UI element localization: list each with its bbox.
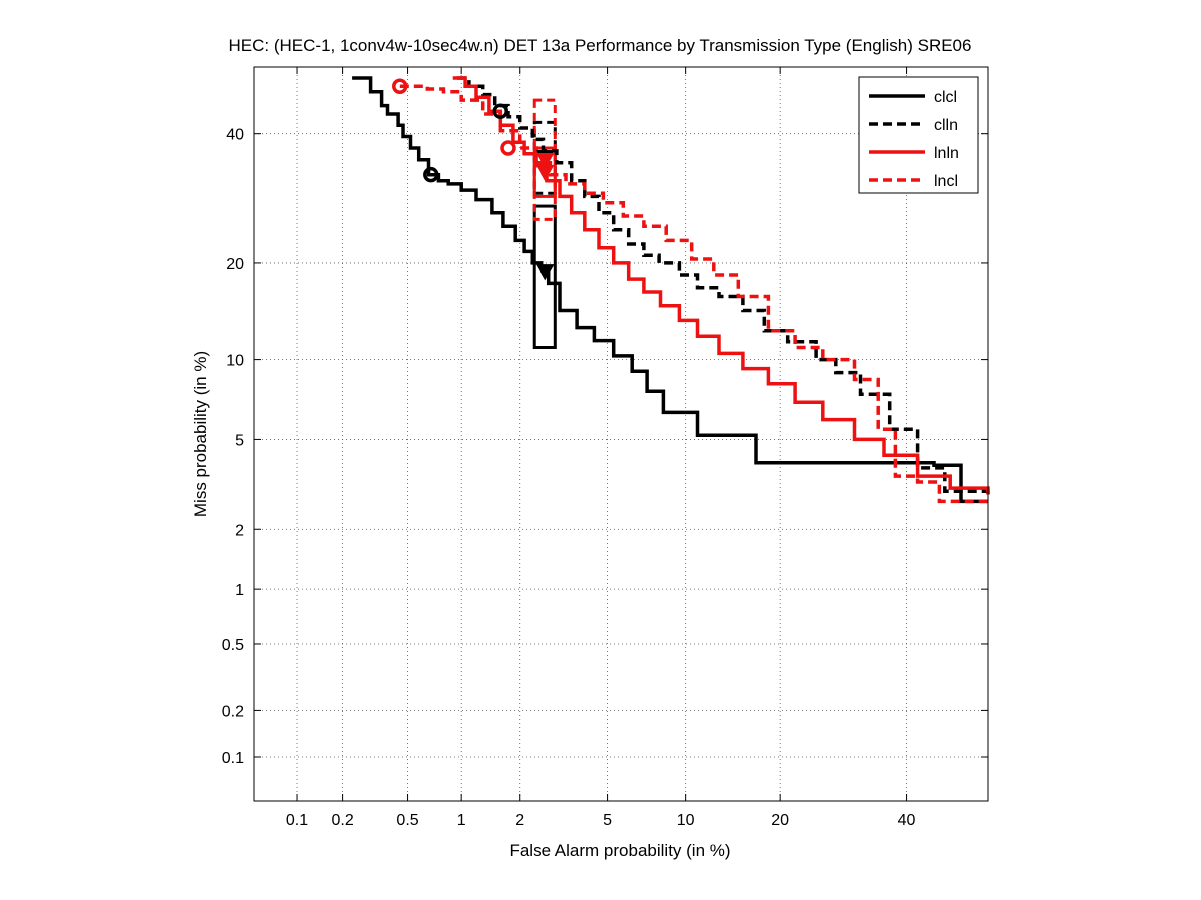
x-tick-label: 0.5 xyxy=(396,812,418,829)
marker-triangle-clcl xyxy=(535,264,555,281)
y-tick-label: 10 xyxy=(226,353,244,370)
confidence-boxes xyxy=(532,98,557,350)
confidence-box-clcl xyxy=(532,204,557,350)
marker-circle-clln xyxy=(492,103,509,119)
series-line-clln xyxy=(457,76,990,498)
chart-title: HEC: (HEC-1, 1conv4w-10sec4w.n) DET 13a … xyxy=(229,36,972,55)
y-tick-label: 40 xyxy=(226,127,244,144)
legend: clcl clln lnln lncl xyxy=(858,76,979,194)
y-axis-label: Miss probability (in %) xyxy=(191,351,210,517)
x-tick-label: 10 xyxy=(677,812,695,829)
y-tick-label: 0.5 xyxy=(222,637,244,654)
legend-label-clln: clln xyxy=(934,117,958,134)
y-tick-label: 20 xyxy=(226,256,244,273)
y-tick-label: 5 xyxy=(235,432,244,449)
marker-triangle-lncl xyxy=(535,152,555,170)
series-line-lncl xyxy=(399,84,988,504)
series-lines xyxy=(352,76,990,504)
y-tick-label: 0.1 xyxy=(222,750,244,767)
y-axis-ticks: 0.1 0.2 0.5 1 2 5 10 20 40 xyxy=(222,127,988,767)
plot-frame xyxy=(253,66,989,802)
marker-circle-lnln xyxy=(500,140,516,156)
x-tick-label: 1 xyxy=(457,812,466,829)
series-line-clcl xyxy=(352,76,988,504)
x-tick-label: 40 xyxy=(898,812,916,829)
x-tick-label: 20 xyxy=(771,812,789,829)
y-tick-label: 1 xyxy=(235,582,244,599)
legend-label-lnln: lnln xyxy=(934,145,959,162)
y-tick-label: 2 xyxy=(235,522,244,539)
marker-circle-lncl xyxy=(392,78,408,95)
markers xyxy=(392,78,555,281)
x-tick-label: 5 xyxy=(603,812,612,829)
confidence-box-lncl xyxy=(532,98,557,221)
x-tick-label: 2 xyxy=(515,812,524,829)
x-tick-label: 0.1 xyxy=(286,812,308,829)
y-tick-label: 0.2 xyxy=(222,703,244,720)
x-axis-ticks: 0.1 0.2 0.5 1 2 5 10 20 40 xyxy=(286,67,916,829)
legend-label-clcl: clcl xyxy=(934,89,957,106)
x-axis-label: False Alarm probability (in %) xyxy=(509,841,730,860)
marker-circle-clcl xyxy=(423,166,439,183)
legend-label-lncl: lncl xyxy=(934,173,958,190)
x-tick-label: 0.2 xyxy=(331,812,353,829)
